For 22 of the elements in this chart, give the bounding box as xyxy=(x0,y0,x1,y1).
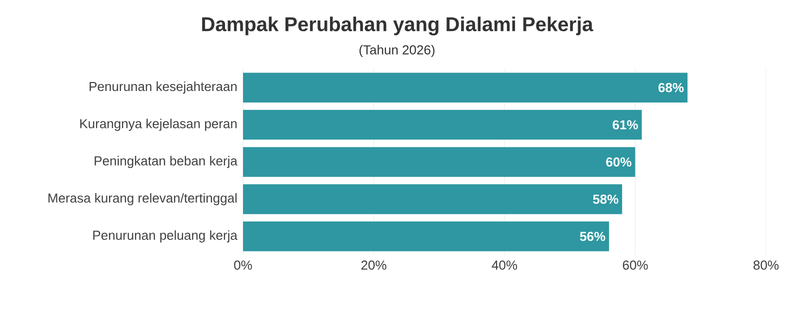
bar xyxy=(243,110,642,140)
bar xyxy=(243,147,636,177)
data-label: 56% xyxy=(580,232,606,241)
x-tick-label: 0% xyxy=(234,260,252,270)
data-label: 58% xyxy=(593,194,618,204)
y-tick-label: Kurangnya kejelasan peran xyxy=(80,118,237,131)
x-tick-label: 80% xyxy=(754,260,779,270)
bar xyxy=(243,184,622,214)
data-label: 60% xyxy=(606,157,632,167)
x-tick-label: 40% xyxy=(492,260,518,270)
y-tick-label: Peningkatan beban kerja xyxy=(94,156,238,168)
y-tick-label: Penurunan peluang kerja xyxy=(93,230,238,242)
x-tick-label: 20% xyxy=(361,260,386,270)
chart-subtitle: (Tahun 2026) xyxy=(360,44,434,58)
y-tick-label: Penurunan kesejahteraan xyxy=(90,82,237,94)
x-tick-label: 60% xyxy=(622,260,648,270)
bar xyxy=(243,222,610,252)
bar xyxy=(243,72,688,102)
data-label: 61% xyxy=(612,120,638,130)
y-tick-label: Merasa kurang relevan/tertinggal xyxy=(48,193,237,206)
data-label: 68% xyxy=(658,82,684,92)
chart-title: Dampak Perubahan yang Dialami Pekerja xyxy=(202,16,594,36)
